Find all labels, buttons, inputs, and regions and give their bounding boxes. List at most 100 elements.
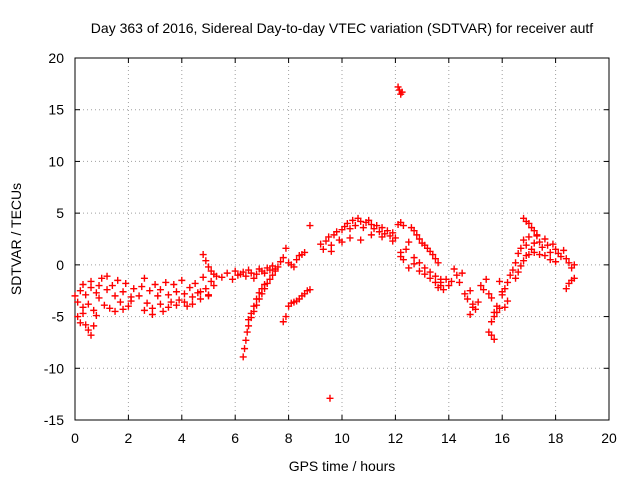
data-point — [562, 255, 570, 263]
data-point — [108, 282, 116, 290]
data-point — [322, 237, 330, 245]
data-point — [405, 264, 413, 272]
data-point — [399, 222, 407, 230]
data-point — [156, 286, 164, 294]
data-point — [421, 270, 429, 278]
data-point — [434, 284, 442, 292]
data-point — [247, 269, 255, 277]
data-point — [301, 248, 309, 256]
data-point — [557, 253, 565, 261]
x-tick-label: 20 — [601, 430, 617, 446]
data-point — [415, 235, 423, 243]
data-point — [245, 322, 253, 330]
data-point — [282, 244, 290, 252]
data-point — [394, 83, 402, 91]
y-tick-label: 20 — [48, 50, 64, 66]
data-point — [210, 282, 218, 290]
data-point — [164, 291, 172, 299]
grid — [75, 58, 609, 420]
x-tick-label: 6 — [231, 430, 239, 446]
x-tick-label: 0 — [71, 430, 79, 446]
x-axis-label: GPS time / hours — [289, 458, 396, 474]
data-point — [565, 259, 573, 267]
data-point — [241, 345, 249, 353]
chart-title: Day 363 of 2016, Sidereal Day-to-day VTE… — [91, 20, 594, 36]
data-point — [162, 278, 170, 286]
data-point — [431, 255, 439, 263]
data-point — [199, 251, 207, 259]
data-point — [517, 244, 525, 252]
data-point — [239, 353, 247, 361]
data-point — [282, 313, 290, 321]
y-tick-label: 0 — [56, 257, 64, 273]
data-point — [485, 328, 493, 336]
data-point — [522, 241, 530, 249]
data-points — [71, 83, 578, 402]
data-point — [357, 217, 365, 225]
data-point — [538, 243, 546, 251]
data-point — [76, 287, 84, 295]
data-point — [429, 251, 437, 259]
data-point — [437, 278, 445, 286]
data-point — [247, 309, 255, 317]
data-point — [188, 293, 196, 301]
data-point — [253, 270, 261, 278]
data-point — [191, 279, 199, 287]
y-tick-label: 10 — [48, 153, 64, 169]
data-point — [183, 302, 191, 310]
data-point — [450, 265, 458, 273]
x-tick-label: 14 — [441, 430, 457, 446]
data-point — [536, 251, 544, 259]
data-point — [196, 288, 204, 296]
data-point — [458, 269, 466, 277]
data-point — [498, 288, 506, 296]
data-point — [389, 229, 397, 237]
data-point — [506, 271, 514, 279]
x-tick-labels: 0 2 4 6 8 10 12 14 16 18 20 — [71, 430, 617, 446]
data-point — [525, 233, 533, 241]
data-point — [357, 236, 365, 244]
data-point — [148, 304, 156, 312]
data-point — [493, 308, 501, 316]
data-point — [172, 301, 180, 309]
data-point — [180, 298, 188, 306]
data-point — [421, 264, 429, 272]
data-point — [367, 231, 375, 239]
data-point — [74, 313, 82, 321]
y-tick-labels: -15 -10 -5 0 5 10 15 20 — [44, 50, 64, 428]
data-point — [178, 276, 186, 284]
data-point — [135, 292, 143, 300]
data-point — [509, 266, 517, 274]
data-point — [202, 285, 210, 293]
data-point — [140, 274, 148, 282]
data-point — [514, 249, 522, 257]
data-point — [90, 306, 98, 314]
data-point — [477, 282, 485, 290]
x-tick-label: 16 — [494, 430, 510, 446]
data-point — [82, 291, 90, 299]
data-point — [231, 267, 239, 275]
data-point — [71, 292, 79, 300]
data-point — [103, 286, 111, 294]
data-point — [239, 268, 247, 276]
data-point — [530, 239, 538, 247]
data-point — [279, 318, 287, 326]
data-point — [106, 304, 114, 312]
data-point — [151, 281, 159, 289]
data-point — [442, 275, 450, 283]
data-point — [410, 254, 418, 262]
data-point — [279, 254, 287, 262]
data-point — [199, 273, 207, 281]
data-point — [229, 275, 237, 283]
data-point — [293, 256, 301, 264]
data-point — [100, 301, 108, 309]
data-point — [327, 247, 335, 255]
data-point — [124, 302, 132, 310]
data-point — [405, 238, 413, 246]
data-point — [466, 311, 474, 319]
data-point — [82, 321, 90, 329]
data-point — [431, 272, 439, 280]
data-point — [413, 231, 421, 239]
data-point — [461, 290, 469, 298]
x-tick-label: 12 — [388, 430, 404, 446]
